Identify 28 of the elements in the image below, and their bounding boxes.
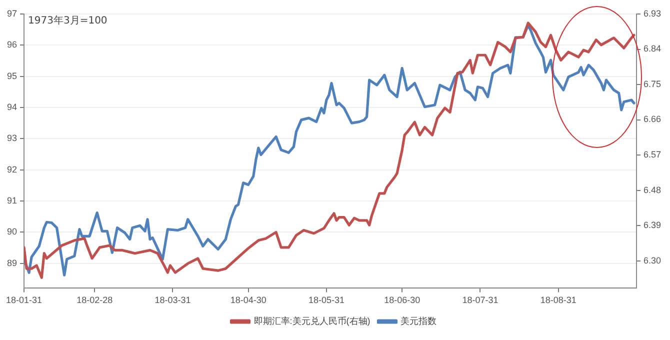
y2-tick-label: 6.84 bbox=[643, 44, 662, 54]
y2-tick-label: 6.48 bbox=[643, 184, 662, 195]
x-tick-label: 18-08-31 bbox=[540, 295, 576, 306]
y-tick-label: 97 bbox=[6, 8, 18, 18]
y-tick-label: 90 bbox=[6, 226, 18, 237]
y2-tick-label: 6.30 bbox=[643, 255, 662, 266]
legend-label: 即期汇率:美元兑人民币(右轴) bbox=[254, 316, 370, 326]
legend-label: 美元指数 bbox=[400, 316, 437, 326]
x-tick-label: 18-05-31 bbox=[308, 295, 344, 306]
y-tick-label: 95 bbox=[6, 70, 18, 81]
y-tick-label: 96 bbox=[6, 40, 18, 50]
y2-tick-label: 6.75 bbox=[643, 78, 662, 89]
y2-tick-label: 6.93 bbox=[643, 8, 662, 18]
x-tick-label: 18-06-30 bbox=[384, 295, 420, 306]
x-tick-label: 18-04-30 bbox=[230, 295, 266, 306]
x-tick-label: 18-01-31 bbox=[6, 295, 42, 306]
annotation: 1973年3月=100 bbox=[28, 14, 108, 27]
y2-tick-label: 6.66 bbox=[643, 114, 662, 124]
x-tick-label: 18-02-28 bbox=[76, 295, 113, 306]
y2-tick-label: 6.39 bbox=[643, 220, 662, 230]
y-tick-label: 91 bbox=[6, 195, 18, 206]
y-tick-label: 92 bbox=[6, 164, 18, 174]
y-tick-label: 94 bbox=[6, 102, 18, 112]
y2-tick-label: 6.57 bbox=[643, 150, 662, 160]
x-tick-label: 18-07-31 bbox=[462, 295, 498, 306]
y-tick-label: 93 bbox=[6, 133, 18, 144]
x-tick-label: 18-03-31 bbox=[154, 295, 191, 306]
y-tick-label: 89 bbox=[6, 258, 18, 268]
